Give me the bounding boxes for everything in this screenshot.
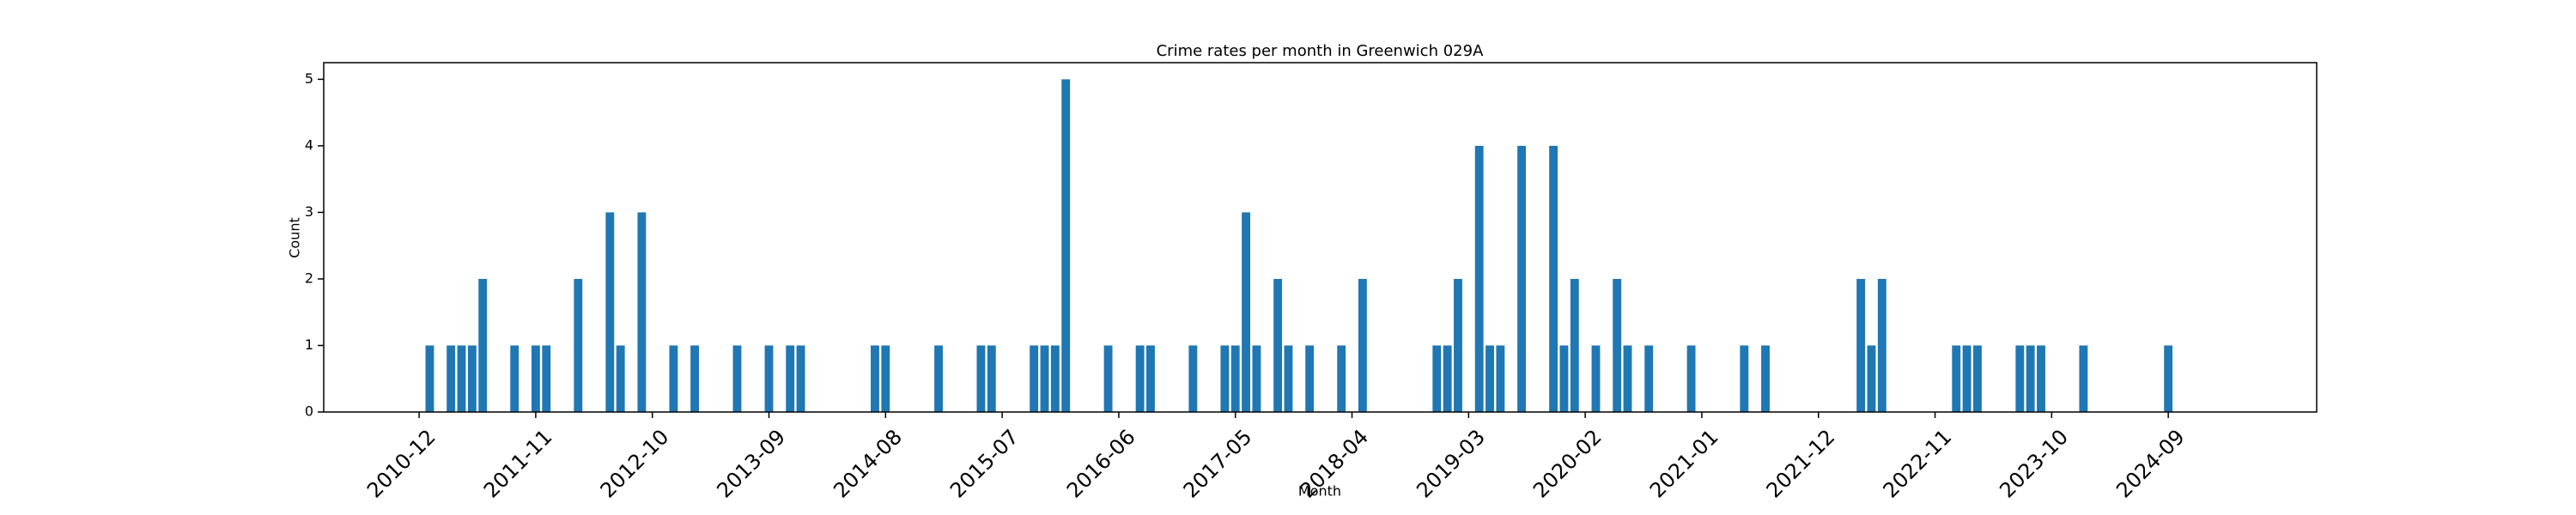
y-tick-label: 2 [305,270,313,286]
x-tick-label: 2011-11 [479,425,557,503]
bar [732,345,742,412]
bar [467,345,477,412]
bar [934,345,943,412]
x-tick-label: 2016-06 [1062,425,1140,503]
x-tick-label: 2013-09 [712,425,790,503]
bar [786,345,795,412]
bar [2037,345,2045,412]
bar [1740,345,1749,412]
x-tick-label: 2023-10 [1995,425,2073,503]
y-axis-label: Count [287,217,303,258]
bar [1570,278,1579,412]
bar [2026,345,2035,412]
bar [881,345,890,412]
y-tick-label: 1 [305,336,313,353]
bar [1188,345,1198,412]
x-tick-label: 2021-12 [1762,425,1840,503]
bar [1952,345,1961,412]
bar [1050,345,1060,412]
bar [2164,345,2173,412]
bar [1517,145,1527,412]
bar [616,345,625,412]
x-tick-label: 2022-11 [1879,425,1957,503]
bar [1252,345,1261,412]
bar [605,212,615,412]
bar [1485,345,1494,412]
bar [510,345,519,412]
bar [1284,345,1293,412]
bar [1242,212,1251,412]
bar [2015,345,2025,412]
bar [871,345,879,412]
bar [457,345,466,412]
bar [1496,345,1505,412]
bar [669,345,678,412]
x-tick-label: 2010-12 [362,425,440,503]
bar [1135,345,1145,412]
bar [1220,345,1230,412]
bar [1103,345,1113,412]
bar [637,212,647,412]
x-tick-label: 2015-07 [945,425,1024,503]
bar [1337,345,1346,412]
y-tick-label: 5 [305,70,313,87]
bar [1686,345,1696,412]
bar [1613,278,1622,412]
y-tick-label: 0 [305,403,313,420]
bar [1962,345,1971,412]
bar [1591,345,1601,412]
bar [976,345,986,412]
chart-title: Crime rates per month in Greenwich 029A [1157,42,1484,60]
bar [987,345,996,412]
bar [1761,345,1770,412]
bar [690,345,700,412]
x-tick-label: 2020-02 [1528,425,1607,503]
y-tick-label: 3 [305,203,313,220]
bar [478,278,488,412]
x-tick-label: 2021-01 [1645,425,1723,503]
x-tick-label: 2014-08 [829,425,907,503]
bar [1040,345,1049,412]
bar [1305,345,1315,412]
bar [1474,145,1484,412]
bar [542,345,551,412]
bar [1273,278,1283,412]
bar [1867,345,1876,412]
bar [1061,79,1071,412]
bar [1559,345,1569,412]
bar [1230,345,1240,412]
bar [574,278,583,412]
bar [425,345,434,412]
bar [1358,278,1367,412]
bar [1454,278,1462,412]
plot-frame [323,62,2318,413]
bar [2079,345,2088,412]
bar [1030,345,1039,412]
bar [531,345,540,412]
x-axis-label: Month [1298,483,1341,500]
x-tick-label: 2012-10 [596,425,674,503]
bar [447,345,456,412]
bar [1443,345,1452,412]
bar [764,345,774,412]
bar [1644,345,1654,412]
bar [1432,345,1442,412]
x-tick-label: 2024-09 [2111,425,2190,503]
bar [1856,278,1866,412]
y-tick-label: 4 [305,136,313,153]
bar [1972,345,1982,412]
bar [1877,278,1886,412]
bar [796,345,805,412]
x-tick-label: 2019-03 [1412,425,1490,503]
bar [1146,345,1155,412]
bar [1623,345,1632,412]
bar [1549,145,1558,412]
x-tick-label: 2017-05 [1179,425,1257,503]
